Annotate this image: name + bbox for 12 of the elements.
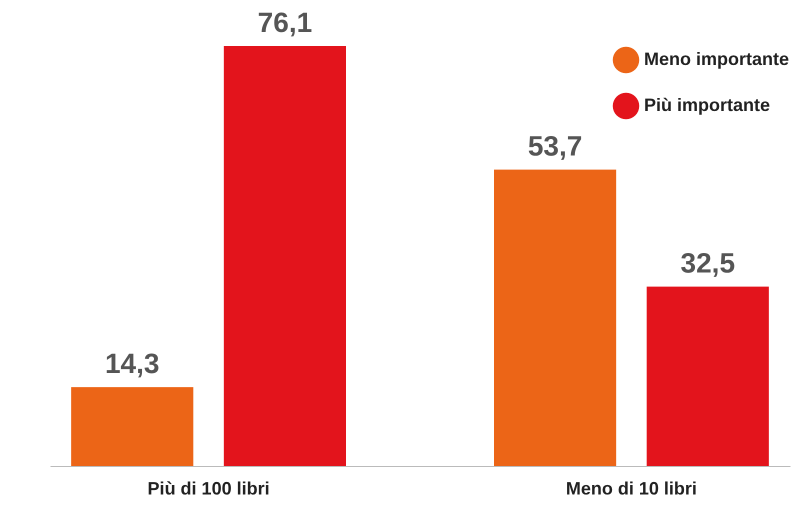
data-label: 53,7	[528, 130, 582, 162]
legend-label: Più importante	[644, 95, 770, 115]
bar	[224, 46, 346, 466]
x-tick-label: Meno di 10 libri	[566, 478, 697, 498]
x-tick-label: Più di 100 libri	[148, 478, 270, 498]
bar	[646, 286, 769, 466]
data-label: 32,5	[680, 248, 736, 279]
legend-label: Meno importante	[644, 49, 790, 69]
bar	[494, 170, 616, 466]
data-label: 76,1	[258, 7, 312, 38]
data-label: 14,3	[104, 348, 160, 380]
bar	[71, 387, 194, 466]
